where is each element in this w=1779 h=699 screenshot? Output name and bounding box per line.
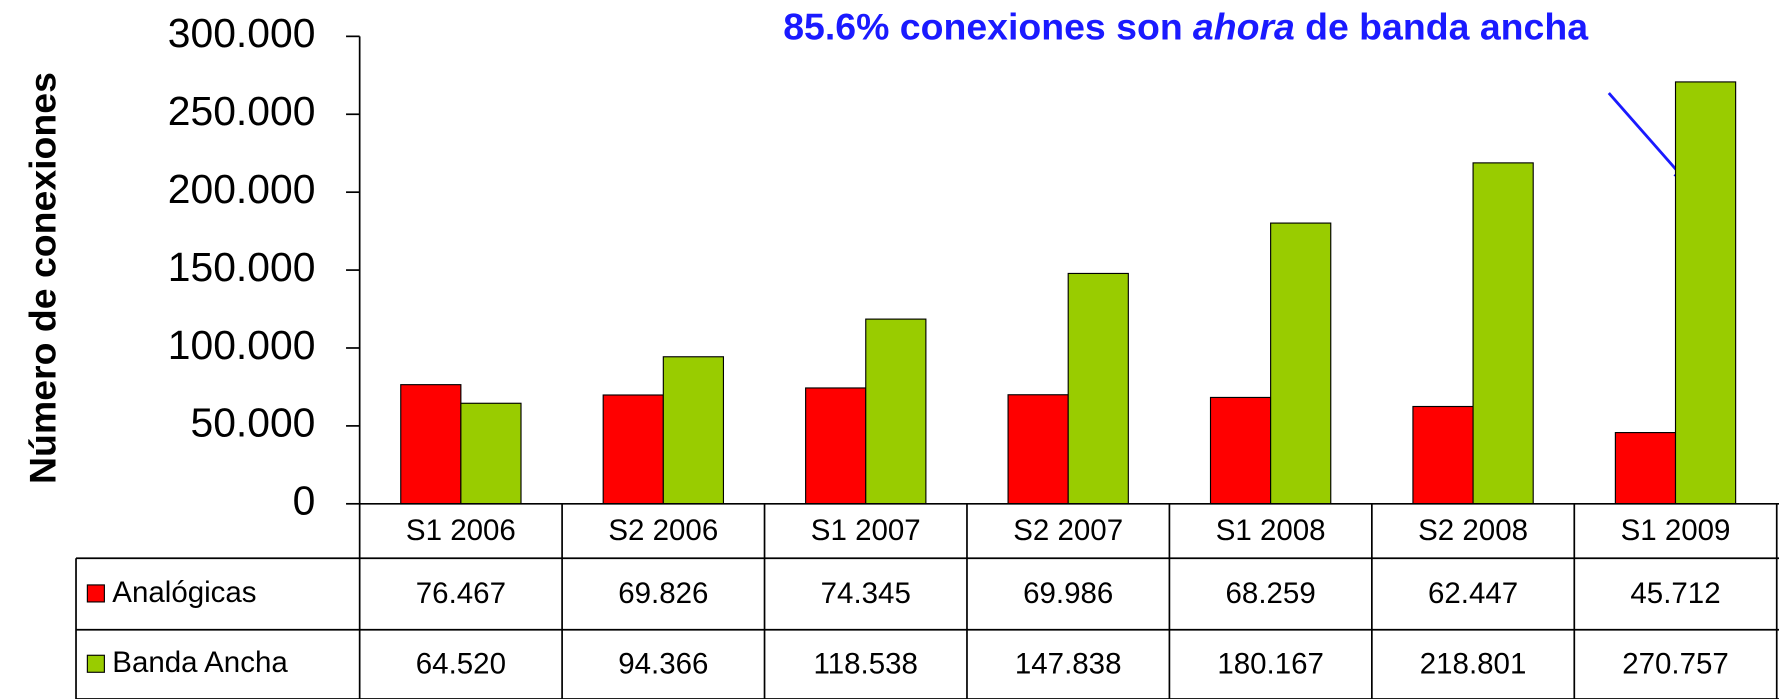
- y-tick-label: 300.000: [168, 10, 316, 56]
- bar: [400, 384, 462, 505]
- annotation: 85.6% conexiones son ahora de banda ancha: [783, 5, 1589, 47]
- legend-label: Analógicas: [112, 576, 256, 609]
- bar: [1067, 272, 1129, 505]
- bar: [460, 402, 522, 505]
- x-tick-label: S2 2007: [1013, 514, 1123, 547]
- legend-label: Banda Ancha: [112, 646, 288, 679]
- table-value: 74.345: [821, 577, 911, 610]
- bar: [1674, 81, 1737, 505]
- table-value: 69.986: [1023, 577, 1113, 610]
- bar: [1412, 405, 1474, 505]
- table-value: 69.826: [618, 577, 708, 610]
- table-value: 270.757: [1622, 647, 1729, 680]
- bar: [1472, 162, 1534, 505]
- annotation-part: de banda ancha: [1305, 5, 1589, 47]
- x-tick-label: S1 2008: [1216, 514, 1326, 547]
- x-tick-label: S1 2009: [1621, 514, 1731, 547]
- annotation-part: 85.6% conexiones son: [783, 5, 1182, 47]
- bar: [865, 318, 927, 505]
- annotation-arrow: [1607, 92, 1684, 178]
- y-tick-label: 50.000: [191, 400, 316, 446]
- table-value: 68.259: [1226, 577, 1316, 610]
- bar: [662, 356, 725, 505]
- table-value: 76.467: [416, 577, 506, 610]
- bar: [1209, 396, 1272, 505]
- table-value: 147.838: [1015, 647, 1122, 680]
- y-tick-label: 150.000: [168, 244, 316, 290]
- bar: [1614, 432, 1677, 505]
- y-tick-label: 250.000: [168, 88, 316, 134]
- y-tick-label: 0: [293, 478, 316, 524]
- x-tick-label: S1 2007: [811, 514, 921, 547]
- table-value: 118.538: [814, 647, 918, 680]
- table-value: 62.447: [1428, 577, 1518, 610]
- x-tick-label: S2 2006: [608, 514, 718, 547]
- x-tick-label: S2 2008: [1418, 514, 1528, 547]
- bar: [805, 387, 867, 505]
- bar: [1270, 222, 1332, 505]
- table-value: 64.520: [416, 647, 506, 680]
- legend-swatch: [86, 654, 105, 673]
- table-value: 180.167: [1217, 647, 1324, 680]
- table-value: 94.366: [618, 647, 708, 680]
- y-tick-label: 100.000: [168, 322, 316, 368]
- y-axis-label: Número de conexiones: [21, 72, 63, 484]
- y-tick-label: 200.000: [168, 166, 316, 212]
- x-tick-label: S1 2006: [406, 514, 516, 547]
- annotation-part: ahora: [1193, 5, 1295, 47]
- table-value: 45.712: [1630, 577, 1720, 610]
- bar: [1007, 394, 1069, 505]
- bar: [602, 394, 664, 505]
- table-value: 218.801: [1420, 647, 1527, 680]
- legend-swatch: [86, 584, 105, 603]
